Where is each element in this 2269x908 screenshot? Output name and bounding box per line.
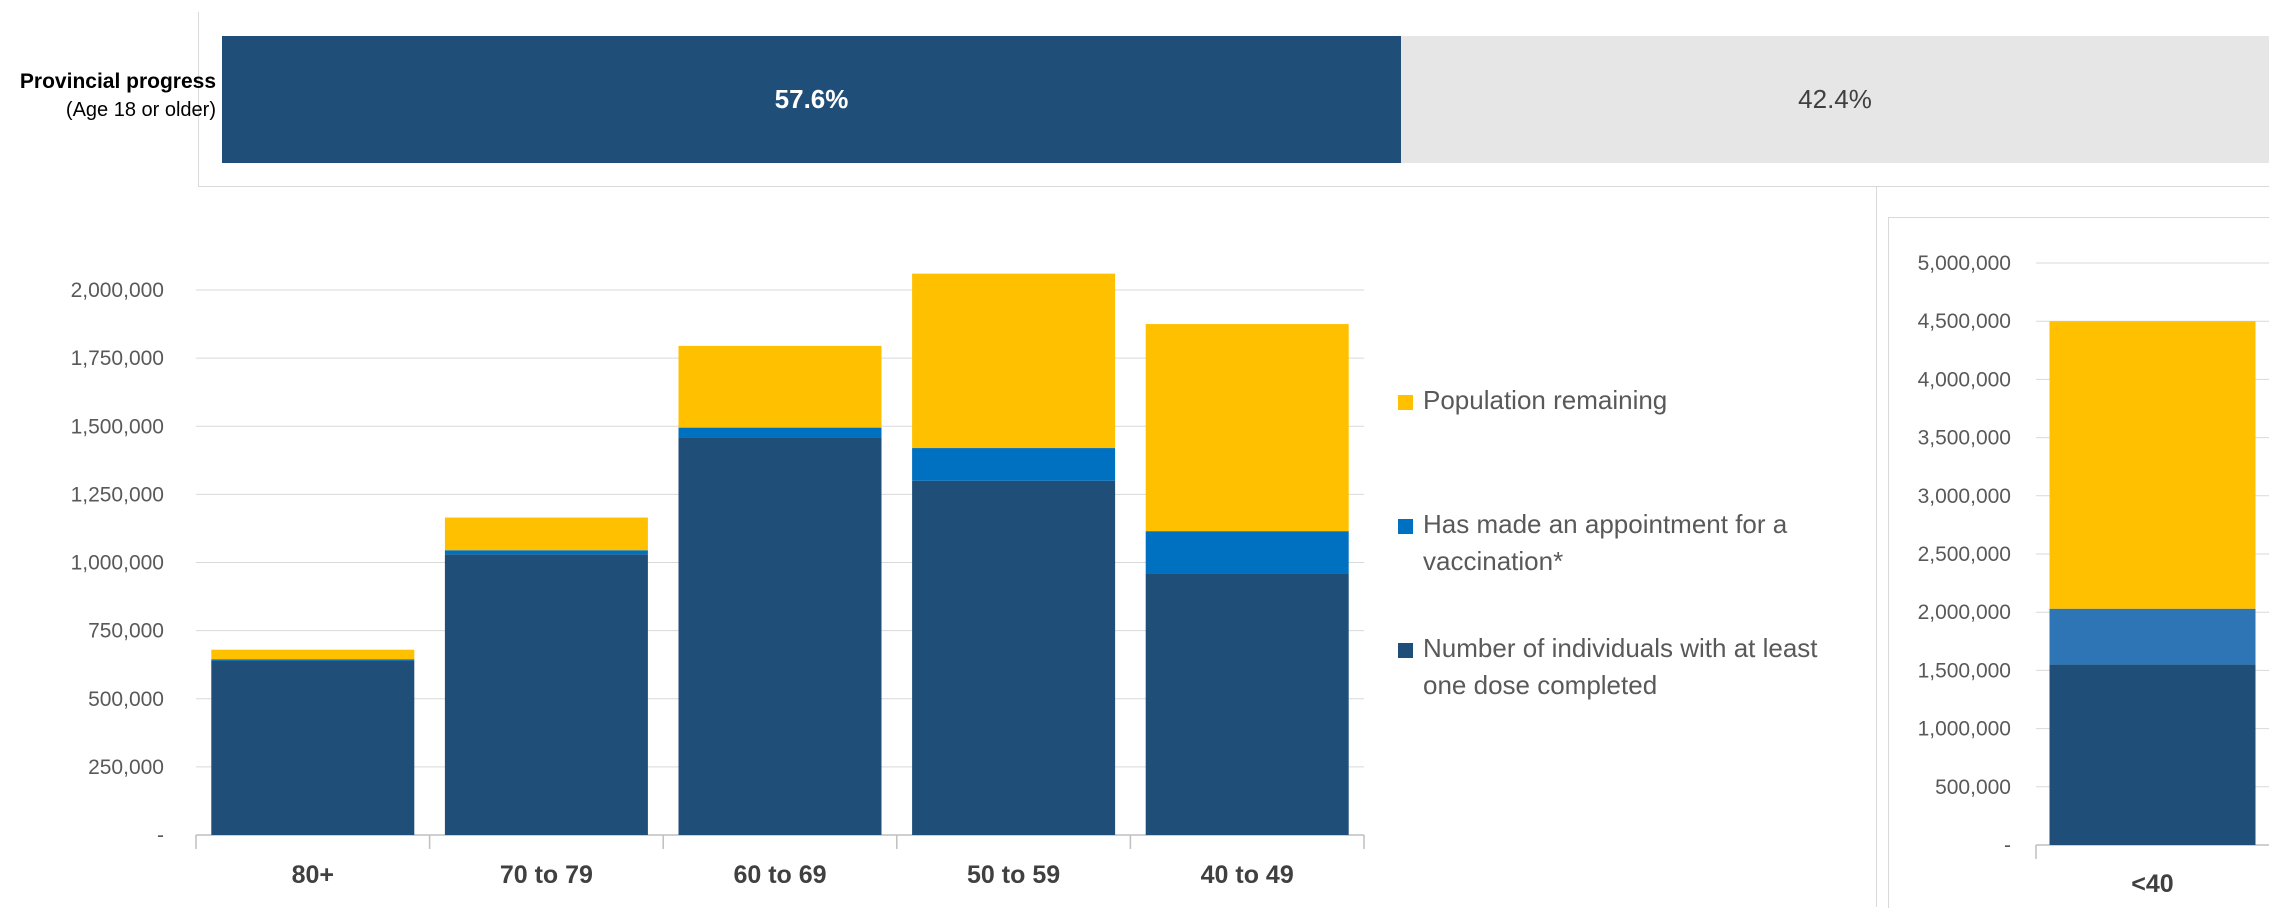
right-y-tick-label: 3,500,000 bbox=[1918, 427, 2011, 450]
right-y-tick-label: - bbox=[2004, 834, 2011, 857]
right-y-tick-label: 3,000,000 bbox=[1918, 485, 2011, 508]
right-y-tick-label: 500,000 bbox=[1935, 776, 2011, 799]
right-y-tick-label: 4,500,000 bbox=[1918, 310, 2011, 333]
left-bar-remaining bbox=[1145, 324, 1349, 532]
progress-subtitle: (Age 18 or older) bbox=[65, 99, 216, 121]
left-category-label: 60 to 69 bbox=[733, 861, 826, 889]
right-category-label: <40 bbox=[2131, 870, 2173, 898]
left-bar-appointment bbox=[444, 550, 648, 555]
right-bar-appointment bbox=[2049, 608, 2256, 665]
left-category-label: 80+ bbox=[292, 861, 334, 889]
progress-title: Provincial progress bbox=[19, 70, 216, 93]
left-bar-appointment bbox=[211, 659, 415, 661]
left-bar-remaining bbox=[912, 273, 1116, 449]
left-bar-dose-completed bbox=[211, 660, 415, 835]
left-y-tick-label: 250,000 bbox=[88, 756, 164, 779]
right-y-tick-label: 1,500,000 bbox=[1918, 659, 2011, 682]
legend-label-appointment: Has made an appointment for a vaccinatio… bbox=[1423, 509, 1788, 576]
right-y-tick-label: 4,000,000 bbox=[1918, 368, 2011, 391]
left-y-tick-label: 750,000 bbox=[88, 620, 164, 643]
legend-label-remaining: Population remaining bbox=[1423, 385, 1668, 415]
right-y-tick-label: 1,000,000 bbox=[1918, 718, 2011, 741]
left-bar-dose-completed bbox=[912, 480, 1116, 835]
left-bar-remaining bbox=[678, 345, 882, 428]
legend-swatch-appointment bbox=[1398, 519, 1413, 534]
right-bar-remaining bbox=[2049, 321, 2256, 609]
left-category-label: 40 to 49 bbox=[1201, 861, 1294, 889]
legend-item-appointment: Has made an appointment for a vaccinatio… bbox=[1398, 506, 1868, 580]
legend-item-remaining: Population remaining bbox=[1398, 382, 1868, 419]
progress-bar: 57.6% 42.4% bbox=[222, 36, 2269, 163]
legend-label-dose-completed: Number of individuals with at least one … bbox=[1423, 633, 1818, 700]
progress-frame bbox=[198, 12, 2269, 187]
legend-swatch-dose-completed bbox=[1398, 643, 1413, 658]
left-y-tick-label: 1,750,000 bbox=[71, 347, 164, 370]
left-y-tick-label: 2,000,000 bbox=[71, 279, 164, 302]
right-y-tick-label: 5,000,000 bbox=[1918, 252, 2011, 275]
left-category-label: 70 to 79 bbox=[500, 861, 593, 889]
left-category-label: 50 to 59 bbox=[967, 861, 1060, 889]
left-y-tick-label: 500,000 bbox=[88, 688, 164, 711]
progress-remaining-value: 42.4% bbox=[1798, 84, 1872, 114]
left-bar-appointment bbox=[1145, 531, 1349, 574]
left-bar-remaining bbox=[444, 517, 648, 551]
right-y-tick-label: 2,000,000 bbox=[1918, 601, 2011, 624]
left-y-tick-label: 1,500,000 bbox=[71, 415, 164, 438]
right-chart-frame bbox=[1888, 217, 2269, 908]
left-y-tick-label: 1,000,000 bbox=[71, 552, 164, 575]
left-bar-dose-completed bbox=[678, 437, 882, 835]
legend-item-dose-completed: Number of individuals with at least one … bbox=[1398, 630, 1868, 704]
panel-divider bbox=[1876, 186, 1877, 907]
left-bar-appointment bbox=[912, 448, 1116, 481]
legend-swatch-remaining bbox=[1398, 395, 1413, 410]
progress-completed-value: 57.6% bbox=[774, 84, 849, 114]
progress-remaining-segment: 42.4% bbox=[1401, 36, 2269, 163]
left-bar-dose-completed bbox=[444, 554, 648, 835]
progress-completed-segment: 57.6% bbox=[222, 36, 1402, 163]
left-bar-dose-completed bbox=[1145, 573, 1349, 835]
left-bar-remaining bbox=[211, 649, 415, 660]
left-y-tick-label: 1,250,000 bbox=[71, 483, 164, 506]
left-bar-appointment bbox=[678, 427, 882, 438]
right-y-tick-label: 2,500,000 bbox=[1918, 543, 2011, 566]
right-bar-dose-completed bbox=[2049, 664, 2256, 845]
left-y-tick-label: - bbox=[157, 824, 164, 847]
progress-label: Provincial progress (Age 18 or older) bbox=[0, 68, 216, 124]
